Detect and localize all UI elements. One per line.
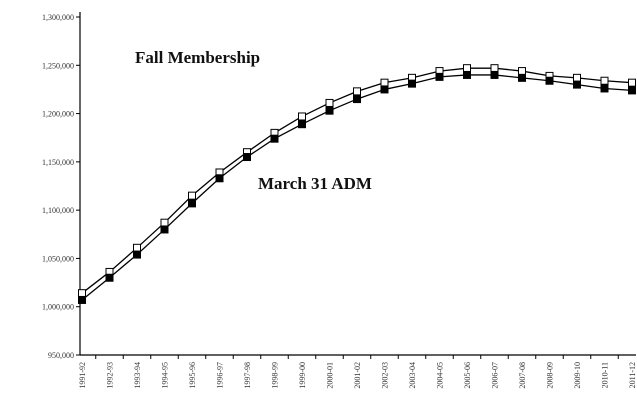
data-point [160, 225, 169, 234]
data-point [435, 72, 444, 81]
x-tick-label: 1994-95 [161, 362, 170, 389]
data-point [243, 153, 251, 162]
x-tick-label: 1999-00 [298, 362, 307, 389]
y-tick-label: 1,250,000 [42, 61, 74, 70]
x-tick-label: 2002-03 [381, 362, 390, 389]
data-point [380, 78, 389, 87]
y-tick-label: 1,100,000 [42, 206, 74, 215]
data-point [188, 199, 196, 208]
data-point [490, 70, 499, 79]
x-tick-label: 2009-10 [573, 362, 582, 389]
x-tick-label: 1996-97 [216, 362, 225, 389]
data-point [545, 76, 554, 85]
y-tick-label: 1,150,000 [42, 158, 74, 167]
data-point [408, 79, 416, 88]
y-tick-label: 1,200,000 [42, 110, 74, 119]
data-point [78, 289, 86, 298]
data-point [353, 87, 361, 96]
data-point [298, 120, 306, 129]
x-tick-label: 2008-09 [546, 362, 555, 389]
y-tick-label: 1,000,000 [42, 303, 74, 312]
data-point [298, 112, 306, 121]
x-tick-label: 2000-01 [326, 362, 335, 389]
data-point [353, 95, 361, 104]
data-point [133, 250, 141, 259]
y-tick-label: 950,000 [48, 351, 74, 360]
x-tick-label: 2011-12 [628, 362, 637, 388]
x-tick-label: 1993-94 [133, 362, 142, 389]
data-point [380, 85, 389, 94]
x-tick-label: 1991-92 [78, 362, 87, 389]
x-tick-label: 1997-98 [243, 362, 252, 389]
data-point [573, 73, 581, 82]
data-point [270, 134, 279, 143]
x-tick-label: 1995-96 [188, 362, 197, 389]
data-point [160, 218, 169, 227]
x-tick-label: 2004-05 [436, 362, 445, 389]
data-point [325, 98, 334, 107]
data-point [133, 243, 141, 252]
x-tick-label: 2010-11 [601, 362, 610, 388]
x-tick-label: 2007-08 [518, 362, 527, 389]
x-tick-label: 2003-04 [408, 362, 417, 389]
data-point [518, 67, 526, 76]
y-tick-label: 1,050,000 [42, 254, 74, 263]
data-point [600, 76, 609, 85]
data-point [600, 84, 609, 93]
data-point [78, 295, 86, 304]
x-tick-label: 1992-93 [106, 362, 115, 389]
data-point [628, 86, 636, 95]
data-point [105, 273, 114, 282]
data-point [628, 78, 636, 87]
data-point [325, 106, 334, 115]
y-tick-label: 1,300,000 [42, 13, 74, 22]
data-point [188, 191, 196, 200]
data-point [518, 73, 526, 82]
annotation: March 31 ADM [258, 174, 372, 193]
x-tick-label: 1998-99 [271, 362, 280, 389]
x-tick-label: 2005-06 [463, 362, 472, 389]
x-tick-label: 2006-07 [491, 362, 500, 389]
data-point [463, 70, 471, 79]
data-point [463, 64, 471, 73]
annotation: Fall Membership [135, 48, 260, 67]
data-point [215, 174, 224, 183]
data-point [573, 80, 581, 89]
data-point [490, 64, 499, 73]
x-tick-label: 2001-02 [353, 362, 362, 389]
